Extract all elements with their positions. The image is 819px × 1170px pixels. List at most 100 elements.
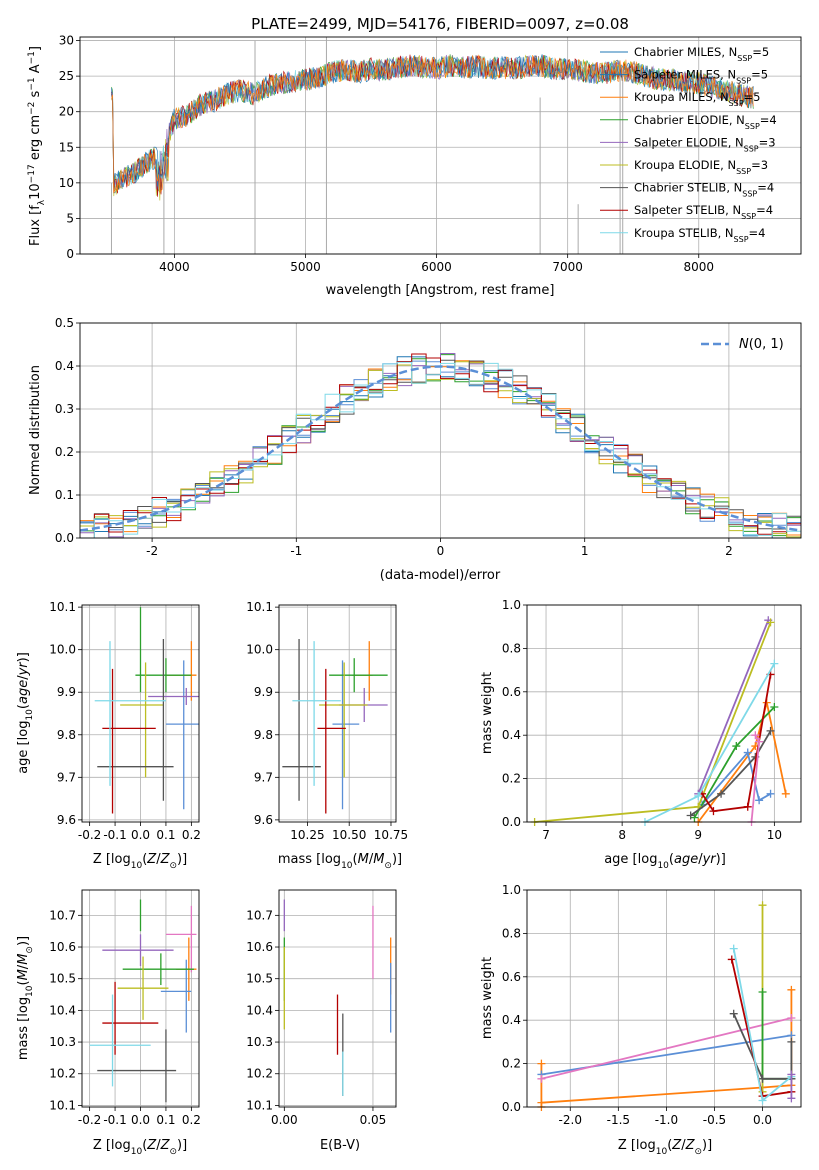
weight-marker (717, 789, 726, 798)
weight-marker (537, 1059, 546, 1068)
age-vs-metallicity-panel: -0.2 -0.1 0.0 0.1 0.2 9.6 9.7 9.8 9.9 10.0 10.1 Z [… (16, 600, 201, 871)
y-tick-label: 10.7 (49, 908, 76, 922)
x-tick-label: 0 (437, 544, 445, 558)
weight-marker (766, 789, 775, 798)
y-tick-label: 10.5 (49, 972, 76, 986)
y-tick-label: 0.5 (55, 316, 74, 330)
legend-entry: N(0, 1) (739, 337, 784, 352)
legend-entry: Kroupa MILES, NSSP=5 (634, 90, 760, 108)
weight-marker (709, 807, 718, 816)
weight-marker (755, 737, 764, 746)
x-axis-label: wavelength [Angstrom, rest frame] (326, 283, 555, 298)
y-tick-label: 0.4 (55, 359, 74, 373)
weight-line (541, 1017, 792, 1080)
x-tick-label: 0.05 (360, 1113, 387, 1127)
weight-marker (766, 618, 775, 627)
y-tick-label: 9.7 (57, 770, 76, 784)
x-tick-label: 5000 (290, 260, 321, 274)
x-tick-label: 0.2 (182, 1113, 201, 1127)
weight-marker (758, 901, 767, 910)
y-tick-label: 10.1 (49, 1098, 76, 1112)
weight-marker (787, 1094, 796, 1103)
y-tick-label: 10.2 (49, 1067, 76, 1081)
legend-entry: Salpeter MILES, NSSP=5 (634, 68, 768, 86)
weight-marker (732, 742, 741, 751)
weight-marker (727, 955, 736, 964)
mass-vs-metallicity-panel: -0.2 -0.1 0.0 0.1 0.2 10.1 10.2 10.3 10.4 10.5 10.… (16, 889, 201, 1157)
y-axis-label: Flux [fλ10−17 erg cm−2 s−1 A−1] (27, 46, 47, 246)
x-tick-label: 10.50 (332, 828, 366, 842)
weight-line (690, 730, 772, 817)
y-tick-label: 0.8 (502, 926, 521, 940)
y-tick-label: 10.4 (49, 1003, 76, 1017)
x-tick-label: 10 (767, 828, 782, 842)
legend-entry: Kroupa STELIB, NSSP=4 (634, 226, 765, 244)
histogram-series (80, 361, 801, 539)
x-tick-label: -0.1 (103, 828, 126, 842)
y-tick-label: 0.3 (55, 402, 74, 416)
legend-entry: Chabrier ELODIE, NSSP=4 (634, 113, 777, 131)
y-tick-label: 1.0 (502, 598, 521, 612)
x-tick-label: -0.1 (103, 1113, 126, 1127)
y-axis-label: mass weight (480, 957, 495, 1039)
x-tick-label: 0.0 (131, 1113, 150, 1127)
age-vs-mass-panel: 10.25 10.50 10.75 9.6 9.7 9.8 9.9 10.0 10.1 mass … (246, 600, 408, 871)
weight-vs-metallicity-panel: -2.0 -1.5 -1.0 -0.5 0.0 0.0 0.2 0.4 0.6 0.8 1.0 Z [… (480, 883, 802, 1157)
y-tick-label: 0.8 (502, 641, 521, 655)
x-tick-label: -1 (290, 544, 302, 558)
y-tick-label: 0.6 (502, 685, 521, 699)
y-tick-label: 25 (59, 69, 74, 83)
x-tick-label: 8000 (683, 260, 714, 274)
x-tick-label: -0.5 (703, 1113, 726, 1127)
y-tick-label: 0.2 (502, 1057, 521, 1071)
x-tick-label: 4000 (159, 260, 190, 274)
weight-marker (787, 1070, 796, 1079)
x-tick-label: 0.1 (156, 828, 175, 842)
weight-marker (729, 944, 738, 953)
x-tick-label: 1 (581, 544, 589, 558)
weight-line (697, 619, 770, 795)
y-tick-label: 15 (59, 140, 74, 154)
y-tick-label: 10.5 (246, 972, 273, 986)
y-tick-label: 10.7 (246, 908, 273, 922)
weight-marker (787, 1037, 796, 1046)
y-tick-label: 9.6 (57, 813, 76, 827)
weight-line (732, 1013, 793, 1080)
x-axis-label: age [log10(age/yr)] (604, 852, 726, 871)
plot-border (278, 889, 397, 1108)
y-tick-label: 10.6 (246, 940, 273, 954)
weight-marker (770, 702, 779, 711)
x-tick-label: 10.75 (374, 828, 408, 842)
y-tick-label: 10.3 (246, 1035, 273, 1049)
x-tick-label: 8 (618, 828, 626, 842)
x-tick-label: 0.1 (156, 1113, 175, 1127)
y-tick-label: 0.0 (502, 815, 521, 829)
weight-marker (751, 731, 760, 740)
y-tick-label: 0.2 (502, 772, 521, 786)
x-axis-label: Z [log10(Z/Z⊙)] (618, 1138, 712, 1157)
x-tick-label: 7000 (552, 260, 583, 274)
weight-marker (755, 796, 764, 805)
y-tick-label: 10.2 (246, 1067, 273, 1081)
figure-title: PLATE=2499, MJD=54176, FIBERID=0097, z=0… (251, 15, 629, 33)
y-tick-label: 10.1 (246, 1098, 273, 1112)
x-tick-label: 7 (542, 828, 550, 842)
x-tick-label: 0.2 (182, 828, 201, 842)
legend-entry: Kroupa ELODIE, NSSP=3 (634, 158, 768, 176)
weight-marker (758, 987, 767, 996)
plot-border (278, 604, 397, 823)
x-tick-label: 0.0 (753, 1113, 772, 1127)
y-tick-label: 1.0 (502, 883, 521, 897)
y-tick-label: 9.6 (254, 813, 273, 827)
y-tick-label: 10.3 (49, 1035, 76, 1049)
y-tick-label: 10.6 (49, 940, 76, 954)
legend-entry: Chabrier STELIB, NSSP=4 (634, 181, 774, 199)
spectrum-line (111, 54, 754, 194)
weight-marker (758, 1074, 767, 1083)
weight-marker (758, 1096, 767, 1105)
x-tick-label: -0.2 (78, 1113, 101, 1127)
legend-entry: Salpeter STELIB, NSSP=4 (634, 203, 773, 221)
y-tick-label: 20 (59, 105, 74, 119)
y-tick-label: 9.8 (57, 728, 76, 742)
